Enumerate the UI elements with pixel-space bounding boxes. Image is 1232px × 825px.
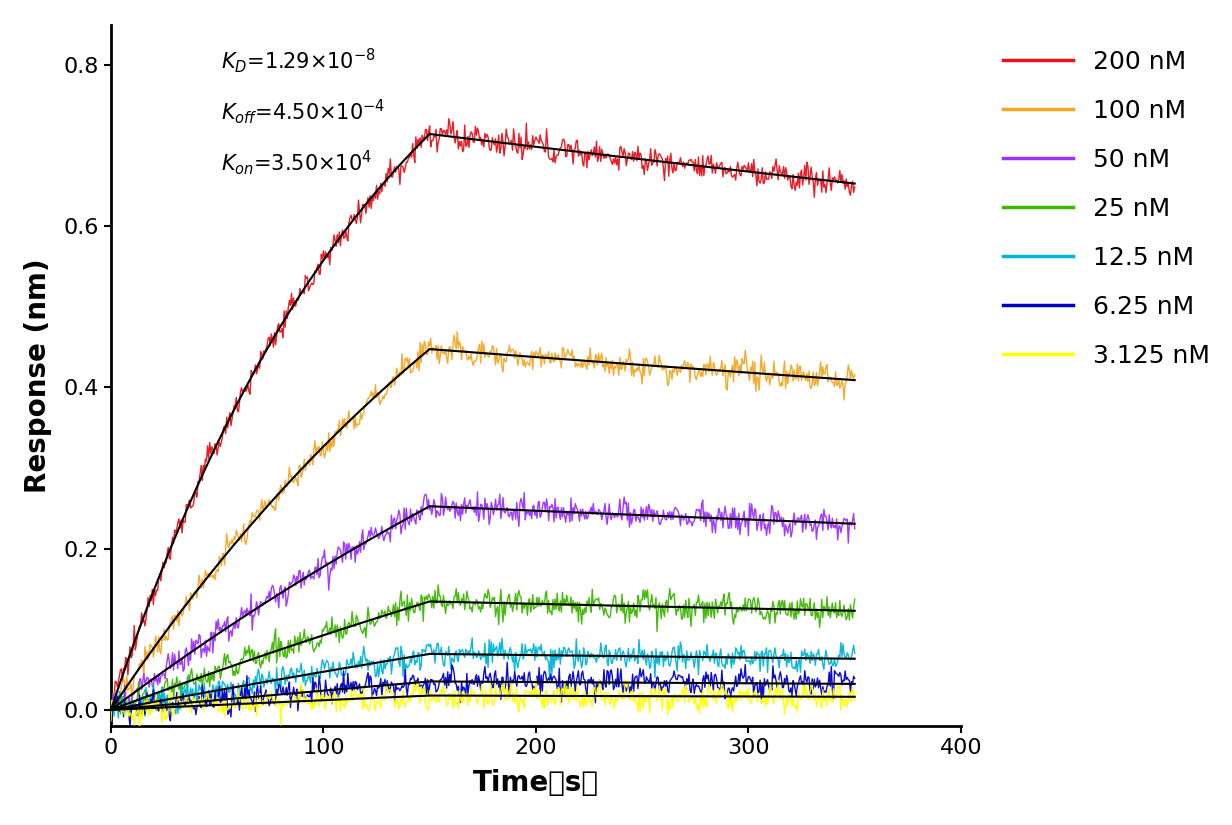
X-axis label: Time（s）: Time（s） xyxy=(473,769,599,797)
Y-axis label: Response (nm): Response (nm) xyxy=(25,258,53,493)
Text: $K_D$=1.29×10$^{-8}$
$K_{off}$=4.50×10$^{-4}$
$K_{on}$=3.50×10$^{4}$: $K_D$=1.29×10$^{-8}$ $K_{off}$=4.50×10$^… xyxy=(222,45,386,177)
Legend: 200 nM, 100 nM, 50 nM, 25 nM, 12.5 nM, 6.25 nM, 3.125 nM: 200 nM, 100 nM, 50 nM, 25 nM, 12.5 nM, 6… xyxy=(991,37,1222,380)
